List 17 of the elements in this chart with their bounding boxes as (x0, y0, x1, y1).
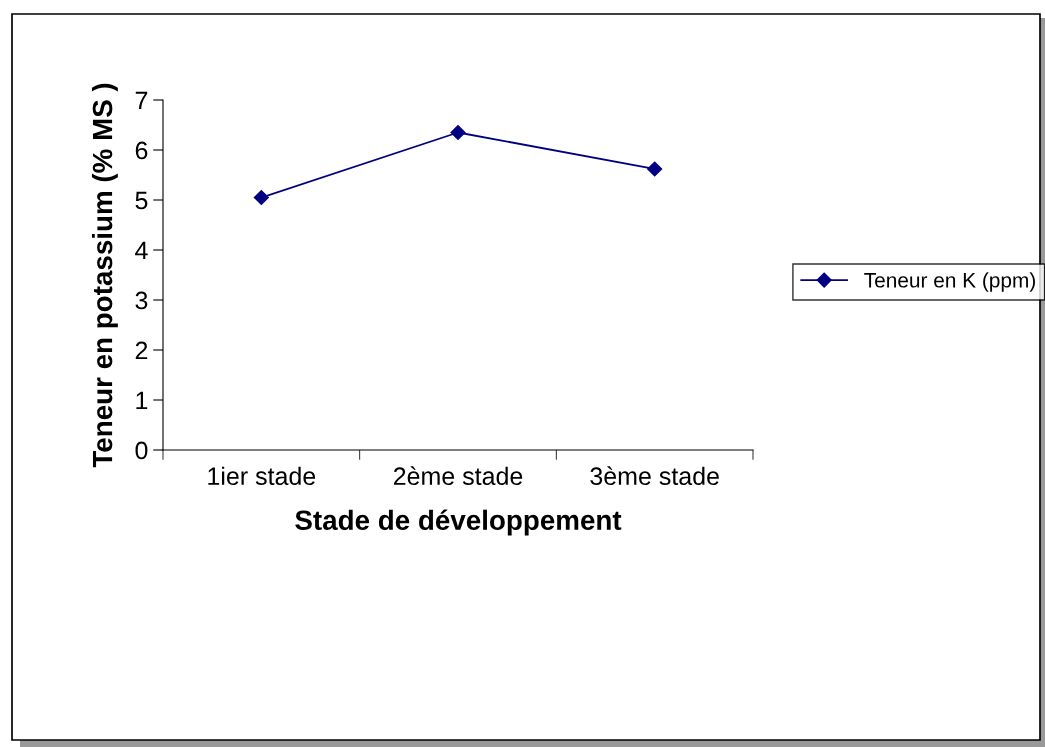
legend-label: Teneur en K (ppm) (864, 272, 1035, 292)
point (647, 161, 663, 177)
y-tick-label: 2 (135, 341, 148, 360)
x-axis-title: Stade de développement (295, 509, 622, 536)
point (450, 124, 466, 141)
point (253, 189, 269, 206)
y-tick-label: 0 (135, 441, 148, 460)
y-axis-title: Teneur en potassium (% MS ) (91, 83, 118, 468)
x-tick-label: 2ème stade (393, 466, 523, 486)
y-tick-label: 3 (135, 291, 148, 310)
x-tick-label: 3ème stade (590, 466, 719, 486)
y-tick-label: 1 (136, 391, 148, 410)
y-tick-label: 5 (135, 191, 148, 210)
x-tick-label: 1ier stade (208, 466, 316, 486)
y-tick-label: 4 (135, 241, 148, 260)
y-tick-label: 7 (135, 91, 148, 110)
y-tick-label: 6 (135, 141, 148, 160)
